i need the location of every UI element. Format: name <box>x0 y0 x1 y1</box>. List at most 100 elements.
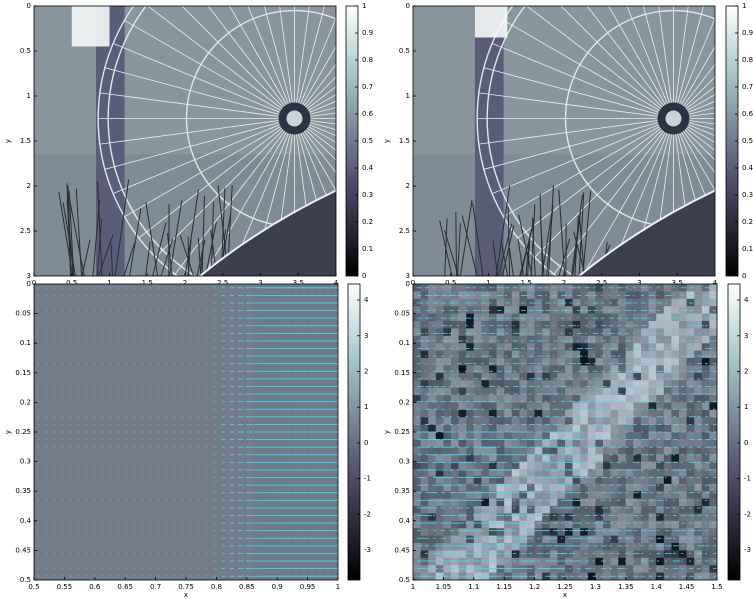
cell <box>474 506 482 514</box>
cell <box>542 328 550 336</box>
cell <box>535 521 543 529</box>
cell <box>474 558 482 566</box>
cell <box>618 432 626 440</box>
cell <box>694 528 702 536</box>
cell <box>702 373 710 381</box>
cell <box>474 425 482 433</box>
cell <box>504 351 512 359</box>
cell <box>436 328 444 336</box>
cell <box>527 328 535 336</box>
cell <box>633 499 641 507</box>
cell <box>702 314 710 322</box>
cell <box>292 343 300 351</box>
cell <box>633 343 641 351</box>
cell <box>308 565 316 573</box>
cell <box>489 328 497 336</box>
cell <box>519 528 527 536</box>
cell <box>565 358 573 366</box>
cell <box>459 447 467 455</box>
cell <box>588 506 596 514</box>
cell <box>702 499 710 507</box>
cell <box>588 499 596 507</box>
cell <box>254 506 262 514</box>
cell <box>557 321 565 329</box>
cell <box>277 447 285 455</box>
cell <box>626 432 634 440</box>
cell <box>292 550 300 558</box>
cell <box>679 439 687 447</box>
cell <box>694 565 702 573</box>
cell <box>277 336 285 344</box>
cell <box>451 550 459 558</box>
cell <box>557 499 565 507</box>
cell <box>504 432 512 440</box>
cell <box>436 373 444 381</box>
cell <box>443 536 451 544</box>
cell <box>436 314 444 322</box>
cell <box>671 299 679 307</box>
cell <box>315 536 323 544</box>
cell <box>292 417 300 425</box>
cell <box>656 439 664 447</box>
cell <box>285 558 293 566</box>
cell <box>330 543 338 551</box>
cell <box>542 543 550 551</box>
cell <box>709 328 717 336</box>
cell <box>512 291 520 299</box>
cell <box>323 314 331 322</box>
cell <box>527 506 535 514</box>
cell <box>535 351 543 359</box>
cell <box>709 417 717 425</box>
cell <box>512 328 520 336</box>
cell <box>451 358 459 366</box>
cell <box>649 358 657 366</box>
cell <box>687 410 695 418</box>
cell <box>413 417 421 425</box>
cell <box>466 499 474 507</box>
cell <box>270 425 278 433</box>
cell <box>285 351 293 359</box>
cell <box>489 565 497 573</box>
cell <box>542 336 550 344</box>
cell <box>664 454 672 462</box>
cell <box>656 543 664 551</box>
cell <box>323 558 331 566</box>
cell <box>603 447 611 455</box>
cell <box>679 321 687 329</box>
cell <box>466 454 474 462</box>
cell <box>618 447 626 455</box>
cell <box>451 425 459 433</box>
cell <box>679 373 687 381</box>
x-tick-label: 1 <box>336 583 340 591</box>
cell <box>323 454 331 462</box>
cell <box>512 521 520 529</box>
cell <box>497 558 505 566</box>
cell <box>557 439 565 447</box>
cell <box>466 336 474 344</box>
cell <box>542 506 550 514</box>
cell <box>687 425 695 433</box>
cell <box>428 521 436 529</box>
cell <box>626 528 634 536</box>
cell <box>489 454 497 462</box>
cell <box>687 306 695 314</box>
cell <box>519 351 527 359</box>
cell <box>611 536 619 544</box>
cell <box>436 432 444 440</box>
cell <box>421 328 429 336</box>
cell <box>308 543 316 551</box>
cell <box>702 417 710 425</box>
cell <box>451 306 459 314</box>
cell <box>489 506 497 514</box>
x-tick-label: 0.95 <box>300 583 316 591</box>
cell <box>421 454 429 462</box>
cell <box>694 351 702 359</box>
cell <box>277 550 285 558</box>
cell <box>497 536 505 544</box>
cell <box>330 351 338 359</box>
cell <box>315 328 323 336</box>
cell <box>277 343 285 351</box>
cell <box>580 432 588 440</box>
cell <box>285 439 293 447</box>
cell <box>702 558 710 566</box>
